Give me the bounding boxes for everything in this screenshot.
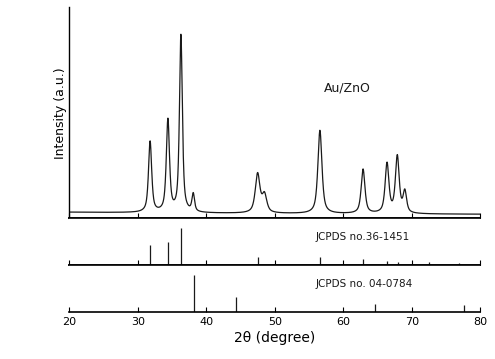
Text: JCPDS no.36-1451: JCPDS no.36-1451 xyxy=(316,232,410,242)
Text: Au/ZnO: Au/ZnO xyxy=(324,82,371,95)
X-axis label: 2θ (degree): 2θ (degree) xyxy=(234,331,315,345)
Y-axis label: Intensity (a.u.): Intensity (a.u.) xyxy=(53,67,66,159)
Text: JCPDS no. 04-0784: JCPDS no. 04-0784 xyxy=(316,279,413,289)
